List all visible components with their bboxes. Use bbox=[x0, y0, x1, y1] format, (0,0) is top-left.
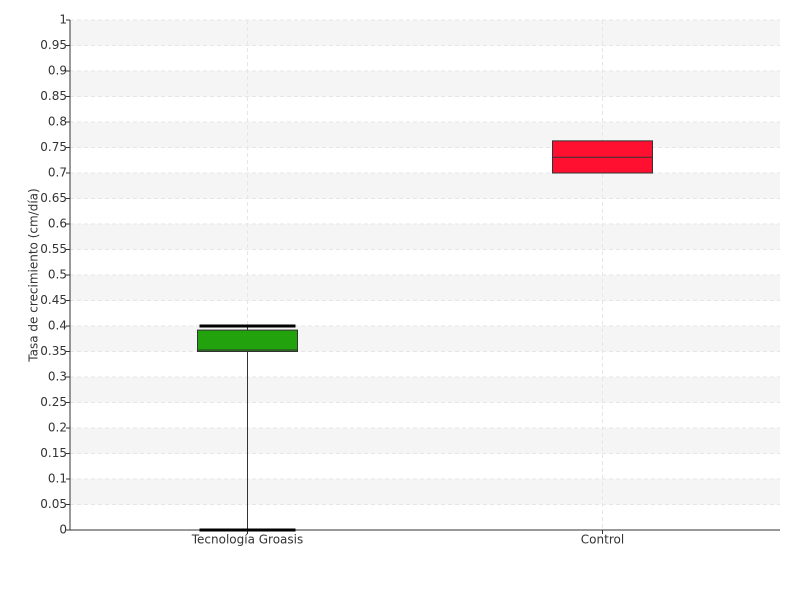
y-tick-label: 0.55 bbox=[40, 242, 67, 256]
y-tick-label: 0.65 bbox=[40, 191, 67, 205]
y-tick-label: 0.3 bbox=[48, 370, 67, 384]
box bbox=[197, 329, 298, 352]
grid-band bbox=[70, 479, 780, 505]
grid-band bbox=[70, 122, 780, 148]
x-tick-label: Tecnología Groasis bbox=[191, 533, 304, 547]
y-tick-label: 0 bbox=[59, 523, 67, 537]
y-tick-label: 0.05 bbox=[40, 497, 67, 511]
y-tick-label: 0.85 bbox=[40, 89, 67, 103]
x-tick-label: Control bbox=[581, 533, 624, 547]
y-tick-label: 0.95 bbox=[40, 38, 67, 52]
y-tick-label: 0.4 bbox=[48, 319, 67, 333]
grid-band bbox=[70, 224, 780, 250]
y-tick-label: 0.9 bbox=[48, 64, 67, 78]
y-tick-label: 0.5 bbox=[48, 268, 67, 282]
grid-band bbox=[70, 377, 780, 403]
y-tick-label: 0.15 bbox=[40, 446, 67, 460]
y-tick-label: 1 bbox=[59, 13, 67, 27]
grid-band bbox=[70, 326, 780, 352]
grid-band bbox=[70, 275, 780, 301]
grid-band bbox=[70, 71, 780, 97]
grid-band bbox=[70, 20, 780, 46]
y-tick-label: 0.6 bbox=[48, 217, 67, 231]
y-tick-label: 0.7 bbox=[48, 166, 67, 180]
y-tick-label: 0.1 bbox=[48, 472, 67, 486]
y-tick-label: 0.35 bbox=[40, 344, 67, 358]
y-tick-label: 0.8 bbox=[48, 115, 67, 129]
y-tick-label: 0.45 bbox=[40, 293, 67, 307]
grid-band bbox=[70, 428, 780, 454]
y-tick-label: 0.75 bbox=[40, 140, 67, 154]
y-tick-label: 0.2 bbox=[48, 421, 67, 435]
y-tick-label: 0.25 bbox=[40, 395, 67, 409]
y-axis-label: Tasa de crecimiento (cm/día) bbox=[27, 188, 41, 362]
grid-band bbox=[70, 173, 780, 199]
